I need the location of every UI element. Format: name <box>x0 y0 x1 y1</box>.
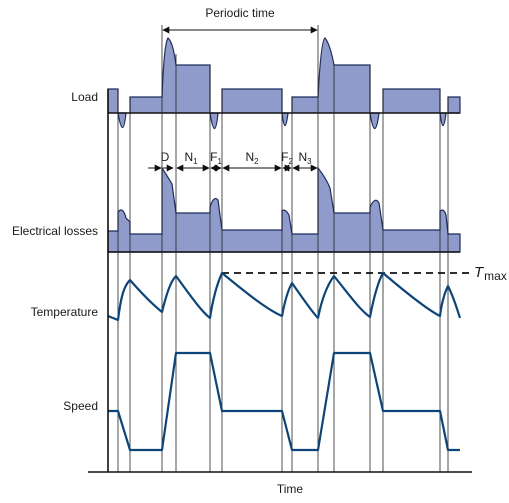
phase-label-d: D <box>161 150 170 164</box>
temperature-curve <box>107 271 462 322</box>
time-axis-label: Time <box>277 482 304 496</box>
load-graph: Load <box>71 37 461 130</box>
t-max-label: Tmax <box>474 264 507 283</box>
phase-label-f2: F2 <box>281 150 293 166</box>
speed-graph: Speed <box>63 351 460 452</box>
periodic-time-label: Periodic time <box>205 6 275 20</box>
phase-markers: D N1 F1 N2 F2 N3 <box>148 150 318 172</box>
speed-label: Speed <box>63 399 98 413</box>
axes: Time <box>88 89 472 496</box>
electrical-losses-label: Electrical losses <box>12 224 98 238</box>
phase-label-n3: N3 <box>298 150 312 166</box>
phase-label-f1: F1 <box>210 150 222 166</box>
load-label: Load <box>71 90 98 104</box>
load-fill <box>107 37 461 114</box>
phase-label-n1: N1 <box>184 150 198 166</box>
temperature-graph: Tmax Temperature <box>31 264 507 322</box>
electrical-losses-graph: Electrical losses <box>12 166 461 253</box>
speed-curve <box>108 351 460 452</box>
electrical-losses-fill <box>107 166 461 253</box>
periodic-time-dimension: Periodic time <box>161 6 319 54</box>
temperature-label: Temperature <box>31 305 99 319</box>
phase-label-n2: N2 <box>245 150 259 166</box>
load-braking-dips <box>117 112 447 130</box>
